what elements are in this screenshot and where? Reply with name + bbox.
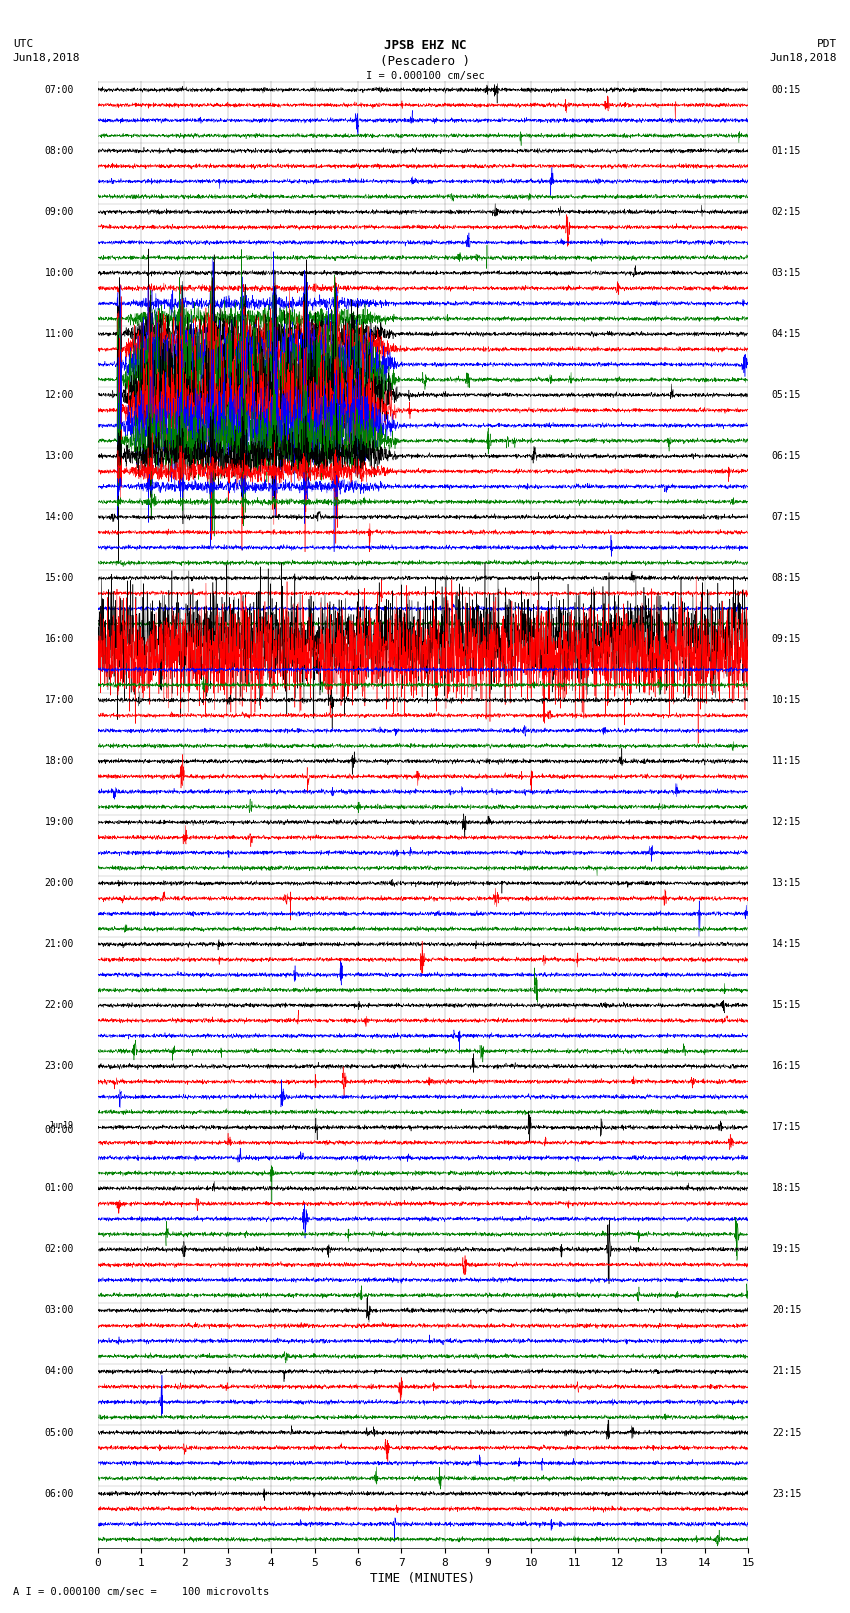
Text: 16:00: 16:00 xyxy=(44,634,74,644)
Text: 03:15: 03:15 xyxy=(772,268,802,277)
Text: 06:15: 06:15 xyxy=(772,452,802,461)
Text: 11:00: 11:00 xyxy=(44,329,74,339)
Text: 19:15: 19:15 xyxy=(772,1244,802,1255)
Text: A I = 0.000100 cm/sec =    100 microvolts: A I = 0.000100 cm/sec = 100 microvolts xyxy=(13,1587,269,1597)
X-axis label: TIME (MINUTES): TIME (MINUTES) xyxy=(371,1573,475,1586)
Text: 18:00: 18:00 xyxy=(44,756,74,766)
Text: 10:15: 10:15 xyxy=(772,695,802,705)
Text: 10:00: 10:00 xyxy=(44,268,74,277)
Text: 01:15: 01:15 xyxy=(772,145,802,156)
Text: 05:15: 05:15 xyxy=(772,390,802,400)
Text: 11:15: 11:15 xyxy=(772,756,802,766)
Text: 16:15: 16:15 xyxy=(772,1061,802,1071)
Text: 21:15: 21:15 xyxy=(772,1366,802,1376)
Text: Jun18,2018: Jun18,2018 xyxy=(13,53,80,63)
Text: 08:00: 08:00 xyxy=(44,145,74,156)
Text: 05:00: 05:00 xyxy=(44,1428,74,1437)
Text: 14:00: 14:00 xyxy=(44,511,74,523)
Text: Jun18,2018: Jun18,2018 xyxy=(770,53,837,63)
Text: 15:00: 15:00 xyxy=(44,573,74,582)
Text: 18:15: 18:15 xyxy=(772,1184,802,1194)
Text: 07:00: 07:00 xyxy=(44,85,74,95)
Text: (Pescadero ): (Pescadero ) xyxy=(380,55,470,68)
Text: 23:00: 23:00 xyxy=(44,1061,74,1071)
Text: 12:15: 12:15 xyxy=(772,818,802,827)
Text: UTC: UTC xyxy=(13,39,33,48)
Text: JPSB EHZ NC: JPSB EHZ NC xyxy=(383,39,467,52)
Text: 04:15: 04:15 xyxy=(772,329,802,339)
Text: 00:15: 00:15 xyxy=(772,85,802,95)
Text: 23:15: 23:15 xyxy=(772,1489,802,1498)
Text: 21:00: 21:00 xyxy=(44,939,74,950)
Text: 01:00: 01:00 xyxy=(44,1184,74,1194)
Text: 20:00: 20:00 xyxy=(44,877,74,889)
Text: 22:00: 22:00 xyxy=(44,1000,74,1010)
Text: 13:00: 13:00 xyxy=(44,452,74,461)
Text: 20:15: 20:15 xyxy=(772,1305,802,1316)
Text: 07:15: 07:15 xyxy=(772,511,802,523)
Text: 19:00: 19:00 xyxy=(44,818,74,827)
Text: 17:15: 17:15 xyxy=(772,1123,802,1132)
Text: 06:00: 06:00 xyxy=(44,1489,74,1498)
Text: 14:15: 14:15 xyxy=(772,939,802,950)
Text: 09:00: 09:00 xyxy=(44,206,74,216)
Text: 12:00: 12:00 xyxy=(44,390,74,400)
Text: PDT: PDT xyxy=(817,39,837,48)
Text: 22:15: 22:15 xyxy=(772,1428,802,1437)
Text: 03:00: 03:00 xyxy=(44,1305,74,1316)
Text: 02:15: 02:15 xyxy=(772,206,802,216)
Text: I = 0.000100 cm/sec: I = 0.000100 cm/sec xyxy=(366,71,484,81)
Text: 15:15: 15:15 xyxy=(772,1000,802,1010)
Text: 04:00: 04:00 xyxy=(44,1366,74,1376)
Text: 02:00: 02:00 xyxy=(44,1244,74,1255)
Text: 09:15: 09:15 xyxy=(772,634,802,644)
Text: 17:00: 17:00 xyxy=(44,695,74,705)
Text: 08:15: 08:15 xyxy=(772,573,802,582)
Text: Jun19: Jun19 xyxy=(49,1121,74,1129)
Text: 13:15: 13:15 xyxy=(772,877,802,889)
Text: 00:00: 00:00 xyxy=(44,1124,74,1134)
